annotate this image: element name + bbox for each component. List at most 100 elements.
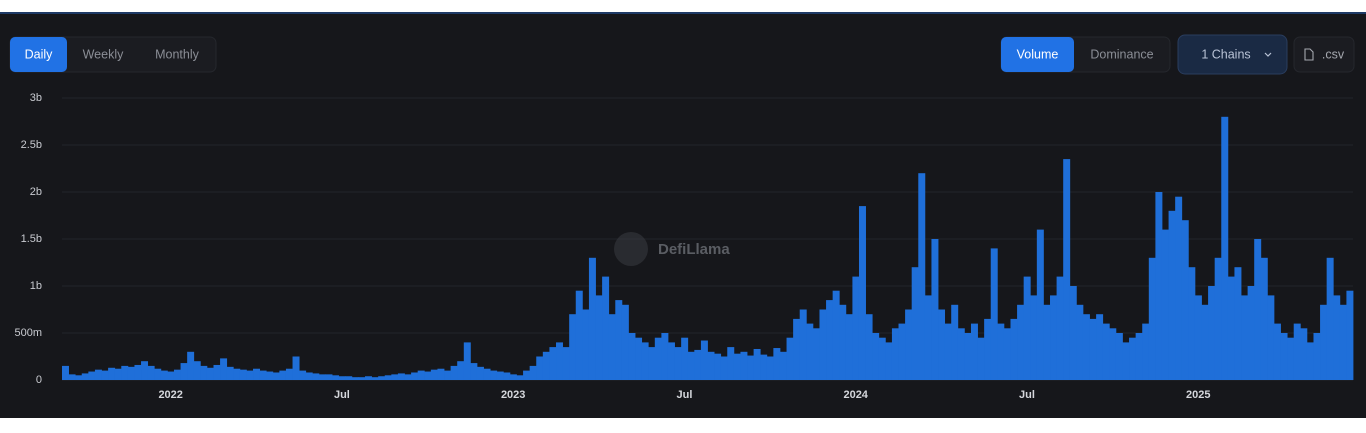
tab-volume[interactable]: Volume <box>1017 47 1059 61</box>
bar <box>1142 323 1150 380</box>
bar <box>1030 295 1038 380</box>
file-icon <box>1304 48 1314 61</box>
bar <box>588 257 596 380</box>
bar <box>266 371 274 380</box>
bar <box>529 365 537 380</box>
bar <box>1109 328 1117 380</box>
bar <box>687 351 695 380</box>
bar <box>766 356 774 380</box>
bar <box>180 363 188 380</box>
bar <box>411 372 419 380</box>
bar <box>503 372 511 380</box>
csv-button[interactable] <box>1293 36 1355 73</box>
csv-label[interactable]: .csv <box>1322 47 1345 61</box>
bar <box>345 376 353 380</box>
bar <box>1313 333 1321 380</box>
bar <box>984 318 992 380</box>
bar <box>226 366 234 380</box>
x-tick-label: 2022 <box>158 389 182 401</box>
bar <box>773 348 781 380</box>
bar <box>760 354 768 380</box>
bar <box>1234 267 1242 380</box>
top-border <box>0 12 1366 14</box>
bar <box>1221 116 1229 381</box>
bar <box>1069 286 1077 380</box>
tab-daily[interactable]: Daily <box>25 47 54 61</box>
bar <box>279 370 287 380</box>
tab-monthly[interactable]: Monthly <box>155 47 200 61</box>
chains-button[interactable] <box>1177 34 1288 75</box>
bar <box>957 328 965 380</box>
x-tick-label: Jul <box>334 389 350 401</box>
bar <box>970 323 978 380</box>
bar <box>1260 257 1268 380</box>
bar <box>1300 328 1308 380</box>
bar <box>81 373 89 380</box>
y-tick-label: 3b <box>30 92 42 104</box>
bar <box>220 358 228 380</box>
tab-dominance[interactable]: Dominance <box>1090 47 1153 61</box>
tab-active-bg <box>1001 37 1074 72</box>
x-tick-label: Jul <box>1019 389 1035 401</box>
bar <box>1208 286 1216 380</box>
plot: 0 500m 1b 1.5b 2b 2.5b 3b 2022 Jul 2023 Jul 2024 Jul… <box>14 92 1354 401</box>
bar <box>1043 304 1051 380</box>
bar <box>424 371 432 380</box>
x-tick-label: 2025 <box>1186 389 1210 401</box>
bar <box>167 371 175 380</box>
bar <box>490 370 498 380</box>
bar <box>826 300 834 380</box>
bar <box>1148 257 1156 380</box>
bar <box>602 276 610 380</box>
bar <box>141 361 149 380</box>
chevron <box>1264 52 1272 57</box>
chains-label[interactable]: 1 Chains <box>1201 47 1250 61</box>
bar <box>720 356 728 380</box>
bar <box>332 375 340 380</box>
bar <box>661 333 669 380</box>
bar <box>397 373 405 380</box>
bar <box>338 376 346 380</box>
bar <box>1339 304 1347 380</box>
bar <box>654 337 662 380</box>
bar <box>1102 323 1110 380</box>
bar <box>806 323 814 380</box>
bar <box>160 370 168 380</box>
bar <box>147 365 155 380</box>
bar <box>740 351 748 380</box>
bar <box>1326 257 1334 380</box>
bar <box>891 328 899 380</box>
bar <box>1306 342 1314 380</box>
bar <box>700 340 708 380</box>
bar <box>450 365 458 380</box>
bar <box>154 368 162 380</box>
bar <box>417 370 425 380</box>
bar <box>938 309 946 380</box>
bar <box>457 361 465 380</box>
bar <box>872 333 880 380</box>
tab-active-bg <box>10 37 67 72</box>
bar <box>951 304 959 380</box>
bar <box>496 371 504 380</box>
tab-weekly[interactable]: Weekly <box>83 47 125 61</box>
y-tick-label: 0 <box>36 374 42 386</box>
bar <box>1293 323 1301 380</box>
bar <box>562 347 570 380</box>
bar <box>542 351 550 380</box>
bar <box>865 314 873 380</box>
bar <box>839 304 847 380</box>
bar <box>615 300 623 380</box>
bar <box>714 353 722 380</box>
bar <box>292 356 300 380</box>
bar <box>1135 333 1143 380</box>
bar <box>1273 323 1281 380</box>
bar <box>786 337 794 380</box>
bar <box>1023 276 1031 380</box>
watermark: DefiLlama <box>658 241 730 258</box>
bar <box>569 314 577 380</box>
bar <box>858 206 866 380</box>
bar <box>1188 267 1196 380</box>
bar <box>371 377 379 380</box>
